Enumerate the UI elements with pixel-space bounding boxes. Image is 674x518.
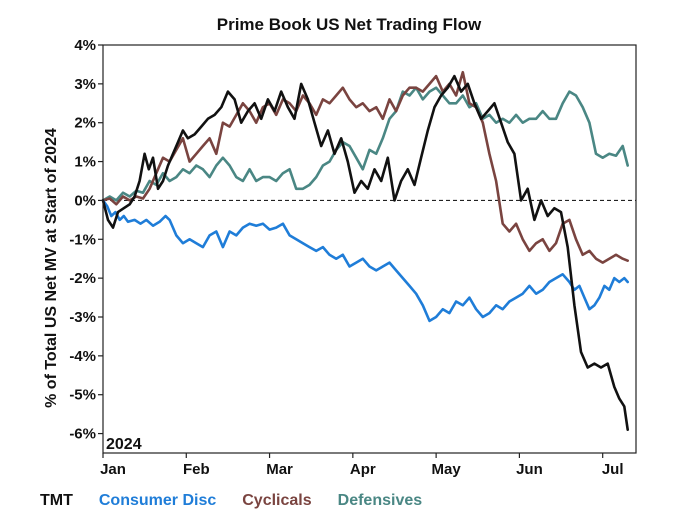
y-tick-label: -5% [69,387,96,404]
y-tick-label: 0% [74,192,96,209]
x-tick-label: Feb [183,461,210,478]
y-axis-ticks: 4% 3% 2% 1% 0% -1% -2% -3% -4% -5% -6% [69,37,103,443]
year-label: 2024 [106,436,142,453]
y-axis-label: % of Total US Net MV at Start of 2024 [43,128,60,408]
chart-title: Prime Book US Net Trading Flow [217,15,482,34]
x-tick-label: Jun [516,461,543,478]
series-group [101,70,630,432]
x-axis-ticks: Jan Feb Mar Apr May Jun Jul [100,453,624,478]
x-tick-label: Mar [266,461,293,478]
legend-item-consumer-disc: Consumer Disc [99,492,216,509]
x-tick-label: Jan [100,461,126,478]
y-tick-label: -3% [69,309,96,326]
y-tick-label: 3% [74,76,96,93]
series-line-defensives [101,86,630,202]
legend-item-defensives: Defensives [338,492,423,509]
legend-item-cyclicals: Cyclicals [242,492,311,509]
series-line-tmt [101,74,630,432]
series-line-cyclicals [101,70,630,264]
series-line-consumer-disc [101,199,630,323]
y-tick-label: 1% [74,154,96,171]
x-tick-label: Jul [602,461,624,478]
y-tick-label: 2% [74,115,96,132]
legend-item-tmt: TMT [40,492,73,509]
y-tick-label: -4% [69,348,96,365]
y-tick-label: -6% [69,426,96,443]
y-tick-label: -2% [69,270,96,287]
x-tick-label: May [432,461,462,478]
x-tick-label: Apr [350,461,376,478]
plot-frame [102,44,637,454]
y-tick-label: 4% [74,37,96,54]
y-tick-label: -1% [69,231,96,248]
legend: TMT Consumer Disc Cyclicals Defensives [40,492,422,509]
